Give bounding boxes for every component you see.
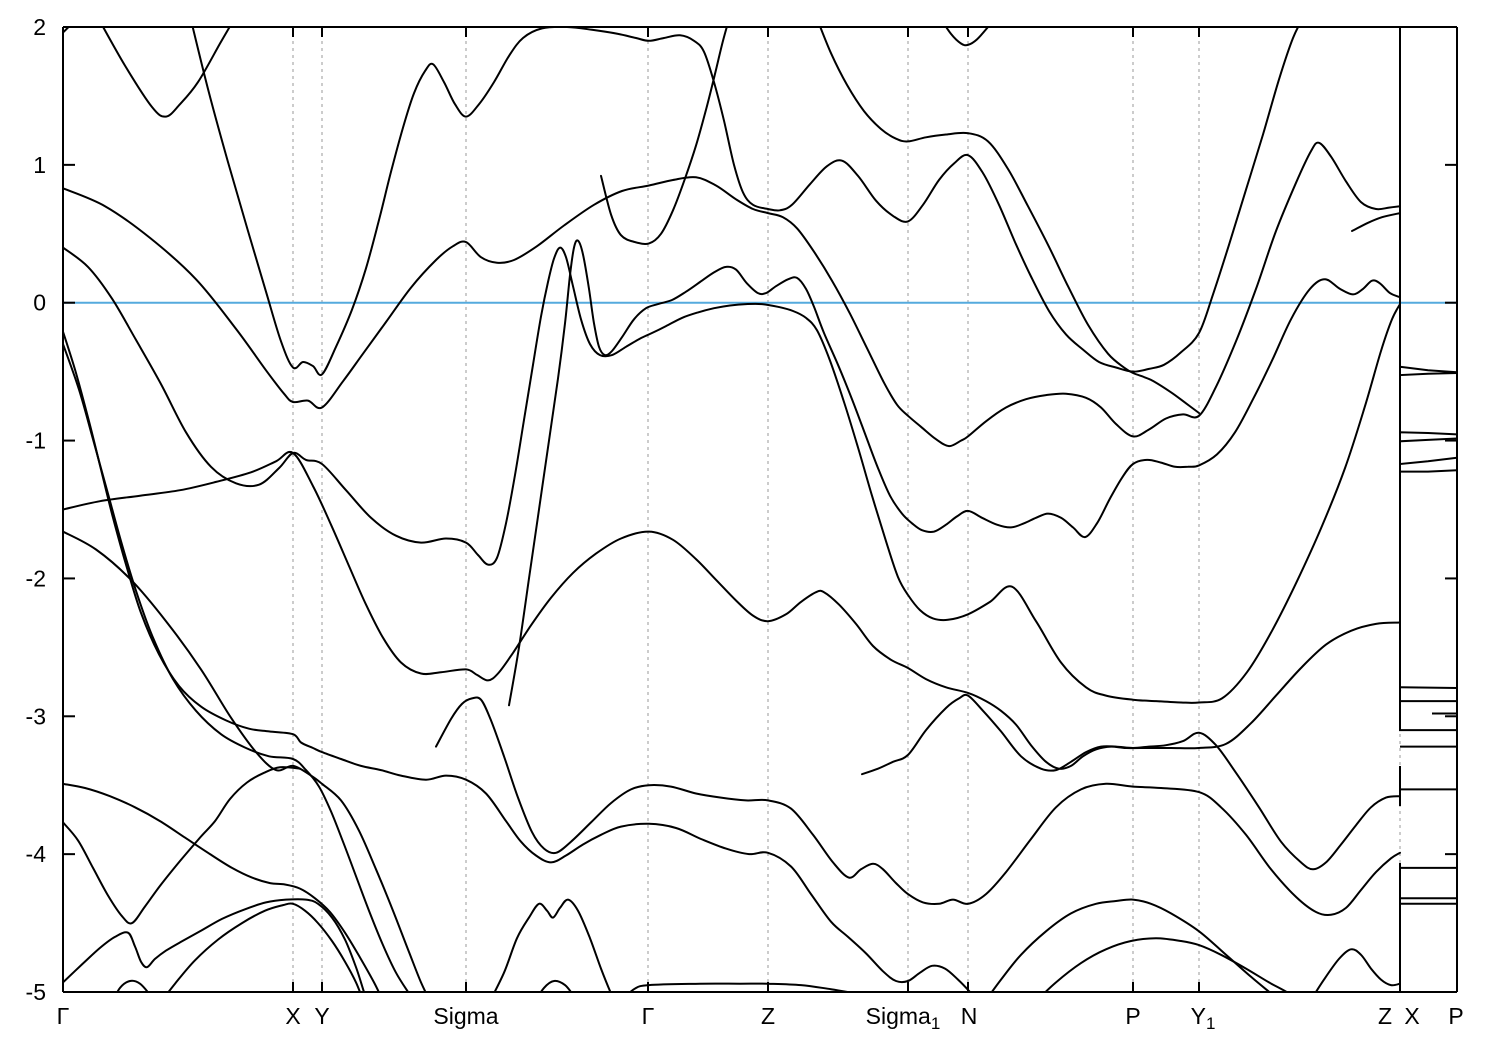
kpoint-label: Sigma (433, 1003, 498, 1029)
kpoint-label: N (961, 1003, 978, 1029)
axes-frame (62, 26, 1458, 993)
kpoint-label: Z (761, 1003, 775, 1029)
band (191, 27, 1300, 377)
y-tick-label: 1 (33, 152, 46, 178)
band (167, 902, 362, 992)
kpoint-label: X (285, 1003, 300, 1029)
band (63, 246, 1401, 704)
kpoint-label: X (1404, 1003, 1419, 1029)
band (990, 898, 1271, 992)
band (435, 696, 1401, 917)
band (63, 330, 972, 992)
tick-marks (63, 26, 1457, 993)
kpoint-label: P (1125, 1003, 1140, 1029)
band (944, 27, 990, 47)
band (63, 343, 410, 992)
y-tick-label: 2 (33, 14, 46, 40)
band (101, 27, 231, 118)
kpoint-label: Sigma1 (866, 1003, 941, 1033)
y-tick-label: 0 (33, 290, 46, 316)
band (539, 979, 573, 992)
right-panel-band (1399, 365, 1457, 377)
right-panel-bands (1399, 27, 1457, 992)
band (63, 898, 366, 992)
y-tick-label: -2 (26, 565, 46, 591)
kpoint-label: Y1 (1191, 1003, 1216, 1033)
band (628, 982, 854, 992)
band (819, 27, 1200, 414)
kpoint-label: Γ (642, 1003, 655, 1029)
right-panel-band (1399, 456, 1457, 473)
kpoint-labels: Γ X Y Sigma Γ Z Sigma1 N P Y1 Z X P (57, 1003, 1464, 1033)
band (508, 239, 1401, 707)
band (63, 766, 301, 925)
gridlines (292, 27, 1401, 992)
band (63, 782, 380, 992)
y-axis-labels: 2 1 0 -1 -2 -3 -4 -5 (26, 14, 47, 1005)
band (63, 141, 1401, 448)
kpoint-label: Γ (57, 1003, 70, 1029)
band (861, 693, 1401, 871)
y-tick-label: -4 (26, 841, 47, 867)
band (63, 530, 427, 992)
band (1314, 948, 1401, 992)
kpoint-label: Z (1378, 1003, 1392, 1029)
y-tick-label: -3 (26, 703, 46, 729)
band (63, 27, 71, 34)
band (493, 898, 612, 992)
band (1044, 937, 1289, 992)
y-tick-label: -1 (26, 428, 46, 454)
y-tick-label: -5 (26, 979, 46, 1005)
kpoint-label: P (1448, 1003, 1463, 1029)
band (116, 979, 150, 992)
kpoint-label: Y (314, 1003, 329, 1029)
band (1351, 212, 1401, 232)
right-panel-band (1399, 686, 1457, 689)
band-curves (63, 27, 1401, 992)
band (600, 27, 728, 245)
